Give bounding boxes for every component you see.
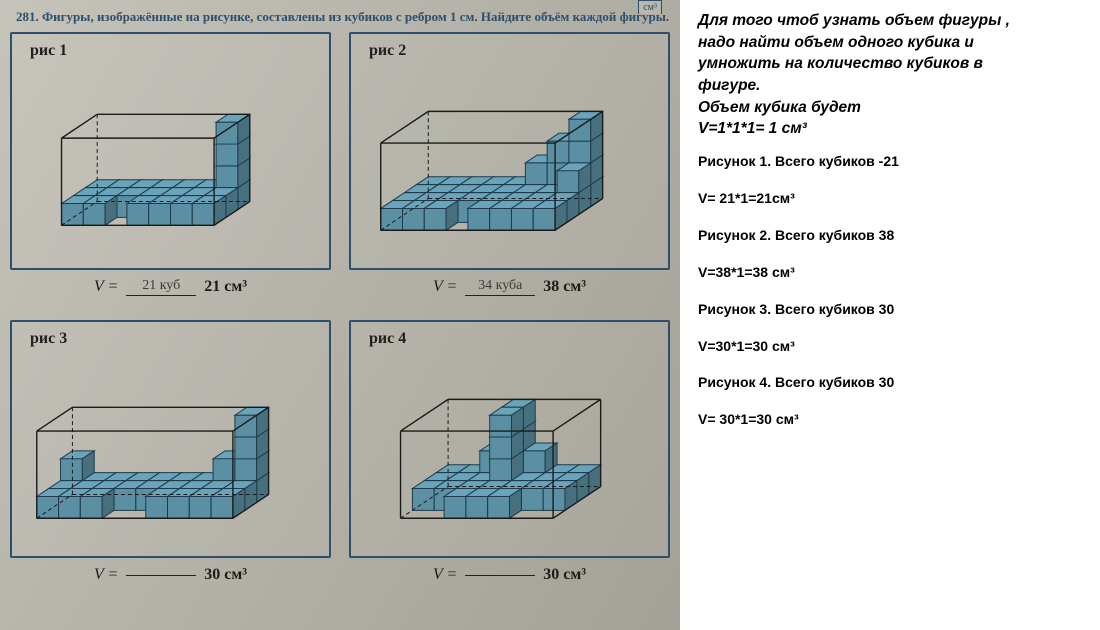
cubes-diagram-icon <box>12 34 329 268</box>
solution-panel: Для того чтоб узнать объем фигуры ,надо … <box>680 0 1100 630</box>
explanation-steps: Рисунок 1. Всего кубиков -21V= 21*1=21см… <box>698 152 1086 429</box>
problem-header: 281. Фигуры, изображённые на рисунке, со… <box>10 8 670 26</box>
cubes-diagram-icon <box>351 322 668 556</box>
answer-row: V = 21 куб 21 см³ <box>10 270 331 304</box>
answer-row: V = 30 см³ <box>349 558 670 592</box>
figure-frame: рис 4 <box>349 320 670 558</box>
explanation-intro: Для того чтоб узнать объем фигуры ,надо … <box>698 10 1086 140</box>
handwriting <box>126 574 196 576</box>
figures-grid: рис 1 V = 21 куб 21 см³ рис 2 V = 34 <box>10 32 670 592</box>
handwriting: 34 куба <box>465 278 535 296</box>
handwriting: 21 куб <box>126 278 196 296</box>
answer-value: 38 см³ <box>543 278 586 296</box>
cubes-diagram-icon <box>12 322 329 556</box>
figure-frame: рис 1 <box>10 32 331 270</box>
problem-text: Фигуры, изображённые на рисунке, составл… <box>42 9 669 24</box>
answer-row: V = 34 куба 38 см³ <box>349 270 670 304</box>
figure-frame: рис 3 <box>10 320 331 558</box>
figure-frame: рис 2 <box>349 32 670 270</box>
textbook-page: см³ 281. Фигуры, изображённые на рисунке… <box>0 0 680 630</box>
v-equals: V = <box>94 278 118 296</box>
v-equals: V = <box>94 566 118 584</box>
figure-cell: рис 2 V = 34 куба 38 см³ <box>349 32 670 304</box>
unit-badge: см³ <box>638 0 662 14</box>
answer-value: 30 см³ <box>543 566 586 584</box>
problem-number: 281. <box>16 9 39 24</box>
answer-value: 30 см³ <box>204 566 247 584</box>
handwriting <box>465 574 535 576</box>
v-equals: V = <box>433 278 457 296</box>
v-equals: V = <box>433 566 457 584</box>
answer-value: 21 см³ <box>204 278 247 296</box>
cubes-diagram-icon <box>351 34 668 268</box>
answer-row: V = 30 см³ <box>10 558 331 592</box>
figure-cell: рис 4 V = 30 см³ <box>349 320 670 592</box>
figure-cell: рис 3 V = 30 см³ <box>10 320 331 592</box>
figure-cell: рис 1 V = 21 куб 21 см³ <box>10 32 331 304</box>
